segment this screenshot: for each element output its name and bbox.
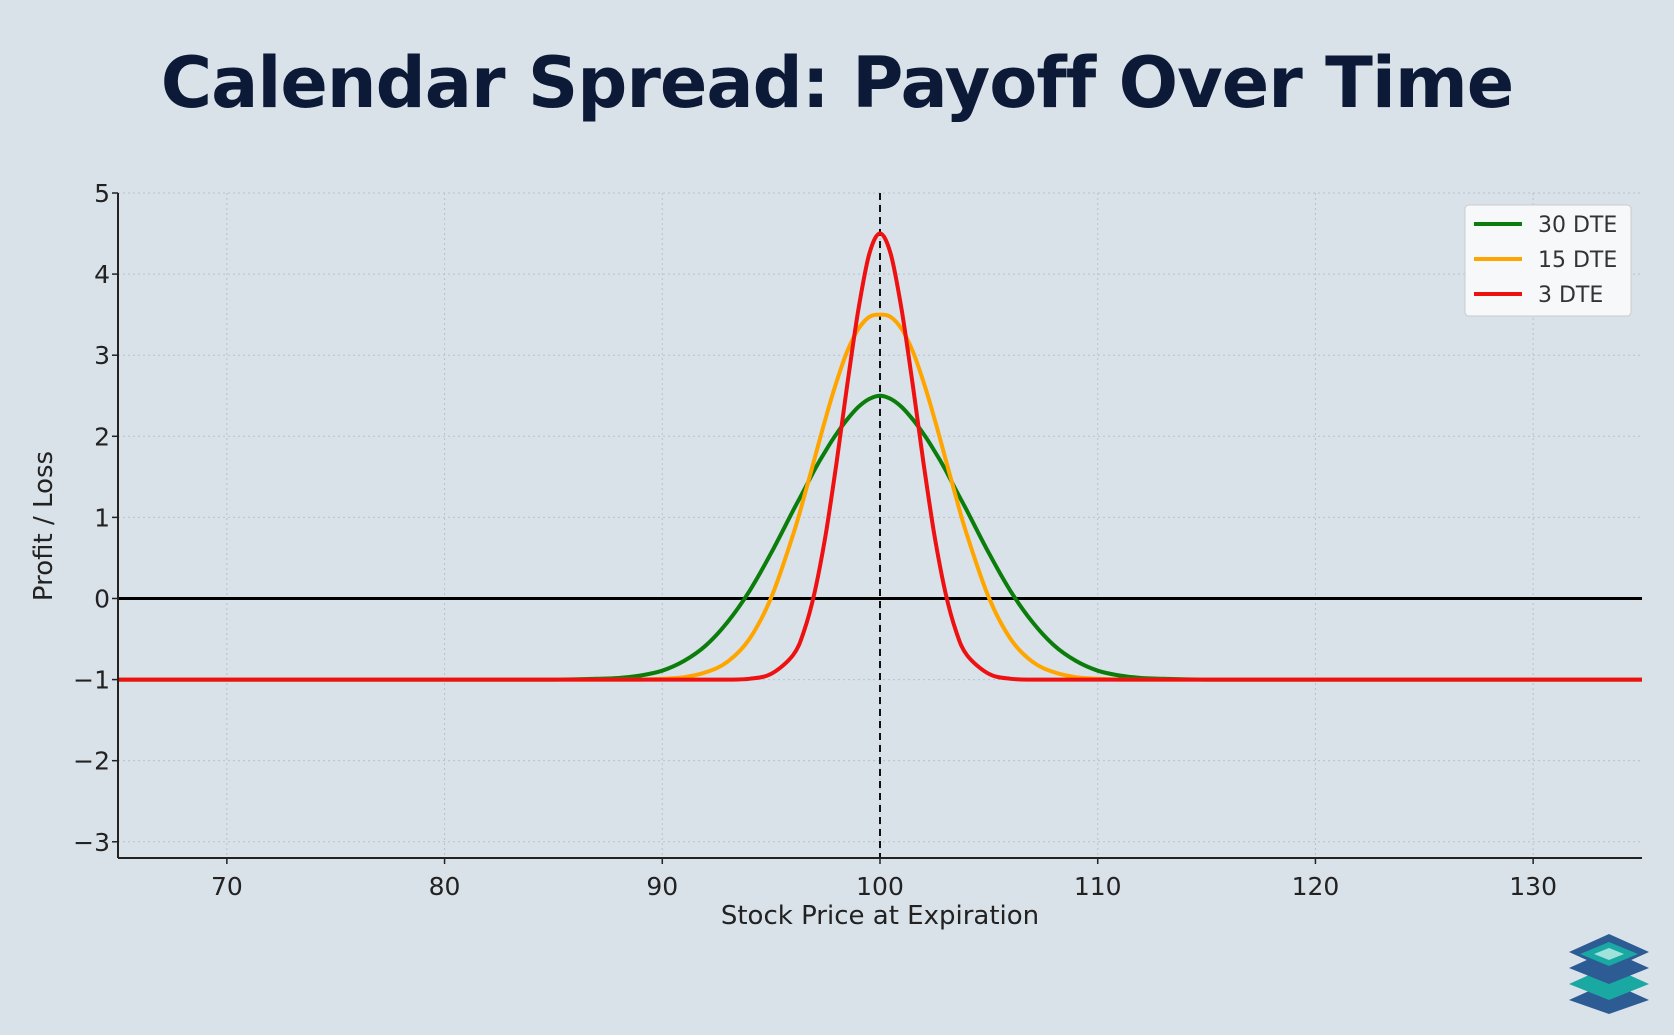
legend: 30 DTE 15 DTE 3 DTE: [1464, 204, 1632, 317]
series-lines: [118, 231, 1642, 682]
axes: [112, 192, 1642, 864]
y-tick-label: 5: [94, 179, 110, 208]
legend-label: 30 DTE: [1538, 213, 1617, 238]
y-tick-label: −2: [73, 747, 110, 776]
layered-diamonds-logo-icon: [1569, 934, 1649, 1014]
x-tick-label: 130: [1509, 872, 1557, 901]
x-tick-label: 90: [646, 872, 678, 901]
x-tick-label: 100: [856, 872, 904, 901]
x-tick-label: 80: [429, 872, 461, 901]
y-tick-label: 2: [94, 422, 110, 451]
x-axis-label: Stock Price at Expiration: [721, 901, 1039, 931]
y-tick-label: 0: [94, 584, 110, 613]
series-line-30-dte: [118, 393, 1642, 682]
series-line-3-dte: [118, 231, 1642, 682]
y-tick-label: −3: [73, 828, 110, 857]
x-tick-label: 110: [1074, 872, 1122, 901]
chart-title: Calendar Spread: Payoff Over Time: [160, 42, 1515, 124]
y-tick-label: 4: [94, 260, 110, 289]
legend-label: 3 DTE: [1538, 283, 1603, 308]
reference-lines: [118, 193, 1642, 858]
y-tick-label: 3: [94, 341, 110, 370]
x-tick-label: 120: [1292, 872, 1340, 901]
x-tick-label: 70: [211, 872, 243, 901]
y-axis-label: Profit / Loss: [29, 451, 59, 601]
y-tick-label: −1: [73, 666, 110, 695]
legend-label: 15 DTE: [1538, 248, 1617, 273]
tick-labels: 70 80 90 100 110 120 130 5 4 3 2 1 0 −1 −2 −3: [73, 179, 1557, 901]
legend-box: [1464, 204, 1632, 317]
y-tick-label: 1: [94, 503, 110, 532]
